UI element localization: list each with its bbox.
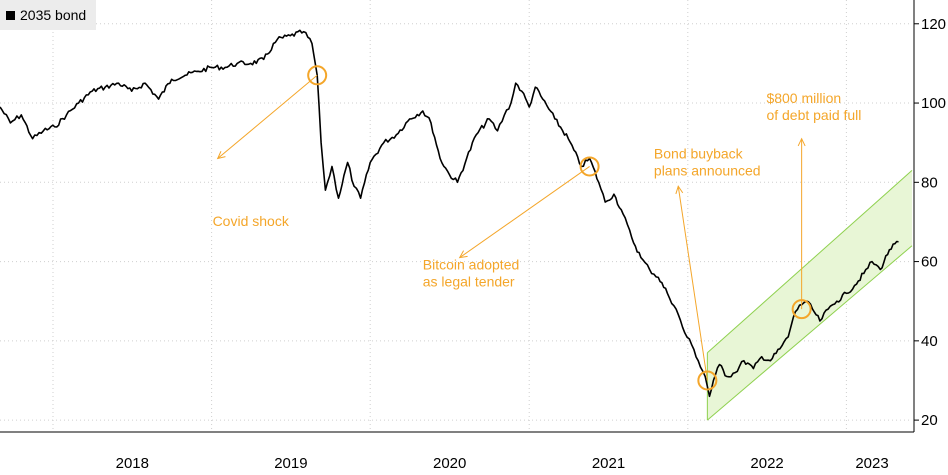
series-layer [0,29,899,398]
annotation-marker [307,65,328,86]
annotation-arrowhead [675,185,684,195]
annotation-marker [579,156,600,177]
annotation-label-line: plans announced [654,163,761,179]
y-tick-label: 40 [921,333,938,350]
annotation-arrowhead [797,137,806,147]
x-tick-label: 2019 [274,455,307,472]
y-tick-label: 80 [921,174,938,191]
channel-fill [707,170,912,421]
y-tick-label: 20 [921,412,938,429]
annotation-label-line: of debt paid full [766,107,861,123]
x-tick-label: 2018 [116,455,149,472]
annotation-label: Bitcoin adopted as legal tender [423,257,520,290]
annotation-label-line: as legal tender [423,274,515,290]
legend-label: 2035 bond [20,7,87,23]
annotation-leader [677,186,708,381]
legend-swatch [6,10,15,20]
annotation-label: $800 million of debt paid full [766,90,861,123]
channel-upper-line [707,170,913,354]
legend: 2035 bond [0,0,97,30]
series-line-0 [0,29,899,398]
annotation-arrowhead [216,151,226,160]
x-tick-label: 2020 [433,455,466,472]
annotation-leader [217,74,318,159]
annotation-arrowhead [458,250,468,259]
gridlines [0,0,912,432]
annotation-label-line: $800 million [766,90,841,106]
y-tick-label: 100 [921,95,946,112]
annotation-label-line: Covid shock [213,213,290,229]
trend-channel [706,170,913,421]
y-tick-label: 60 [921,254,938,271]
x-tick-label: 2021 [592,455,625,472]
x-tick-label: 2023 [855,455,888,472]
annotation-label-line: Bitcoin adopted [423,257,520,273]
annotation-marker [697,370,718,391]
channel-lower-line [707,245,913,421]
x-tick-label: 2022 [750,455,783,472]
annotation-label: Covid shock [213,213,290,229]
y-tick-label: 120 [921,16,946,33]
annotation-label-line: Bond buyback [654,146,744,162]
annotation-label: Bond buyback plans announced [654,146,761,179]
annotation-leader [459,166,590,259]
annotations: Covid shock Bitcoin adopted as legal tende… [213,65,861,391]
